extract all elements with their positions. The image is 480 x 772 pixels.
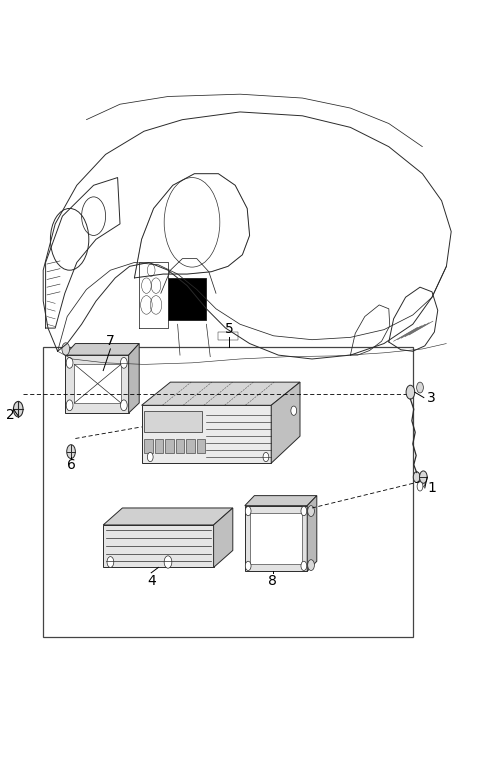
Bar (218, 332, 238, 340)
Polygon shape (245, 506, 307, 571)
Circle shape (67, 445, 75, 459)
Polygon shape (307, 496, 317, 571)
Circle shape (413, 472, 420, 482)
Bar (43, 347, 413, 637)
Circle shape (406, 385, 415, 399)
Bar (165, 439, 174, 453)
Polygon shape (65, 344, 139, 355)
Circle shape (420, 471, 427, 483)
Polygon shape (103, 525, 214, 567)
Bar (197, 439, 205, 453)
Bar (155, 439, 163, 453)
Bar (144, 439, 153, 453)
Polygon shape (250, 513, 302, 564)
Circle shape (263, 452, 269, 462)
Circle shape (417, 482, 423, 491)
Circle shape (13, 401, 23, 417)
Circle shape (420, 478, 425, 487)
Polygon shape (168, 278, 206, 320)
Circle shape (107, 557, 114, 567)
Circle shape (66, 357, 73, 368)
Text: 8: 8 (268, 574, 277, 587)
Polygon shape (271, 382, 300, 463)
Polygon shape (74, 364, 121, 403)
Circle shape (308, 560, 314, 571)
Bar (144, 411, 202, 432)
Text: 4: 4 (147, 574, 156, 587)
Polygon shape (134, 174, 250, 278)
Polygon shape (142, 382, 300, 405)
Circle shape (147, 452, 153, 462)
Circle shape (301, 561, 307, 571)
Circle shape (245, 506, 251, 516)
Polygon shape (142, 405, 271, 463)
Circle shape (291, 406, 297, 415)
Circle shape (417, 382, 423, 393)
Circle shape (308, 506, 314, 516)
Text: 6: 6 (67, 458, 75, 472)
Text: 3: 3 (427, 391, 435, 405)
Bar (176, 439, 184, 453)
Circle shape (301, 506, 307, 516)
Text: 1: 1 (428, 481, 436, 495)
Circle shape (66, 400, 73, 411)
Polygon shape (65, 355, 129, 413)
Polygon shape (103, 508, 233, 525)
Circle shape (164, 556, 172, 568)
Circle shape (245, 561, 251, 571)
Text: 5: 5 (225, 322, 234, 336)
Circle shape (120, 400, 127, 411)
Circle shape (120, 357, 127, 368)
Text: 7: 7 (106, 334, 115, 348)
Circle shape (62, 343, 70, 355)
Polygon shape (214, 508, 233, 567)
Bar (186, 439, 195, 453)
Text: 2: 2 (6, 408, 15, 422)
Polygon shape (129, 344, 139, 413)
Polygon shape (245, 496, 317, 506)
